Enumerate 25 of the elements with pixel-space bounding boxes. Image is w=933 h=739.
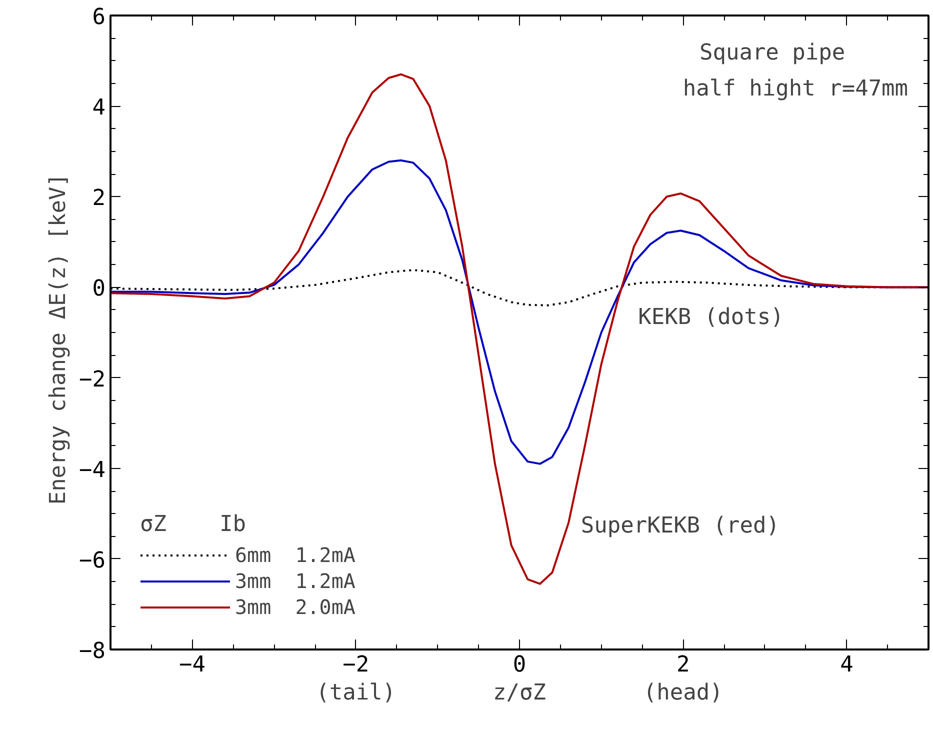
annotation: half hight r=47mm xyxy=(682,76,908,102)
y-tick-label: 2 xyxy=(92,186,106,212)
y-tick-label: 6 xyxy=(92,5,106,30)
legend-label: 3mm 1.2mA xyxy=(235,569,356,593)
annotation: SuperKEKB (red) xyxy=(580,514,780,539)
x-tick-label: −2 xyxy=(342,652,370,678)
x-tick-label: −4 xyxy=(179,652,206,678)
x-tick-label: 4 xyxy=(840,652,854,678)
y-tick-label: 4 xyxy=(92,96,106,121)
y-tick-label: −2 xyxy=(79,367,106,392)
text: (head) xyxy=(643,680,723,706)
y-tick-label: −6 xyxy=(79,548,106,574)
legend-title: σZ Ib xyxy=(140,512,247,537)
y-tick-label: −4 xyxy=(79,458,106,483)
x-axis-title: z/σZ xyxy=(493,680,546,706)
y-tick-label: 0 xyxy=(92,276,106,302)
legend-label: 6mm 1.2mA xyxy=(235,543,356,567)
y-tick-label: −8 xyxy=(79,639,106,664)
x-tick-label: 0 xyxy=(512,652,526,678)
text: (tail) xyxy=(316,680,396,706)
y-axis-title: Energy change ΔE(z) [keV] xyxy=(46,174,72,505)
x-tick-label: 2 xyxy=(676,652,690,678)
annotation: Square pipe xyxy=(699,40,846,66)
annotation: KEKB (dots) xyxy=(638,305,784,330)
legend-label: 3mm 2.0mA xyxy=(235,595,356,619)
